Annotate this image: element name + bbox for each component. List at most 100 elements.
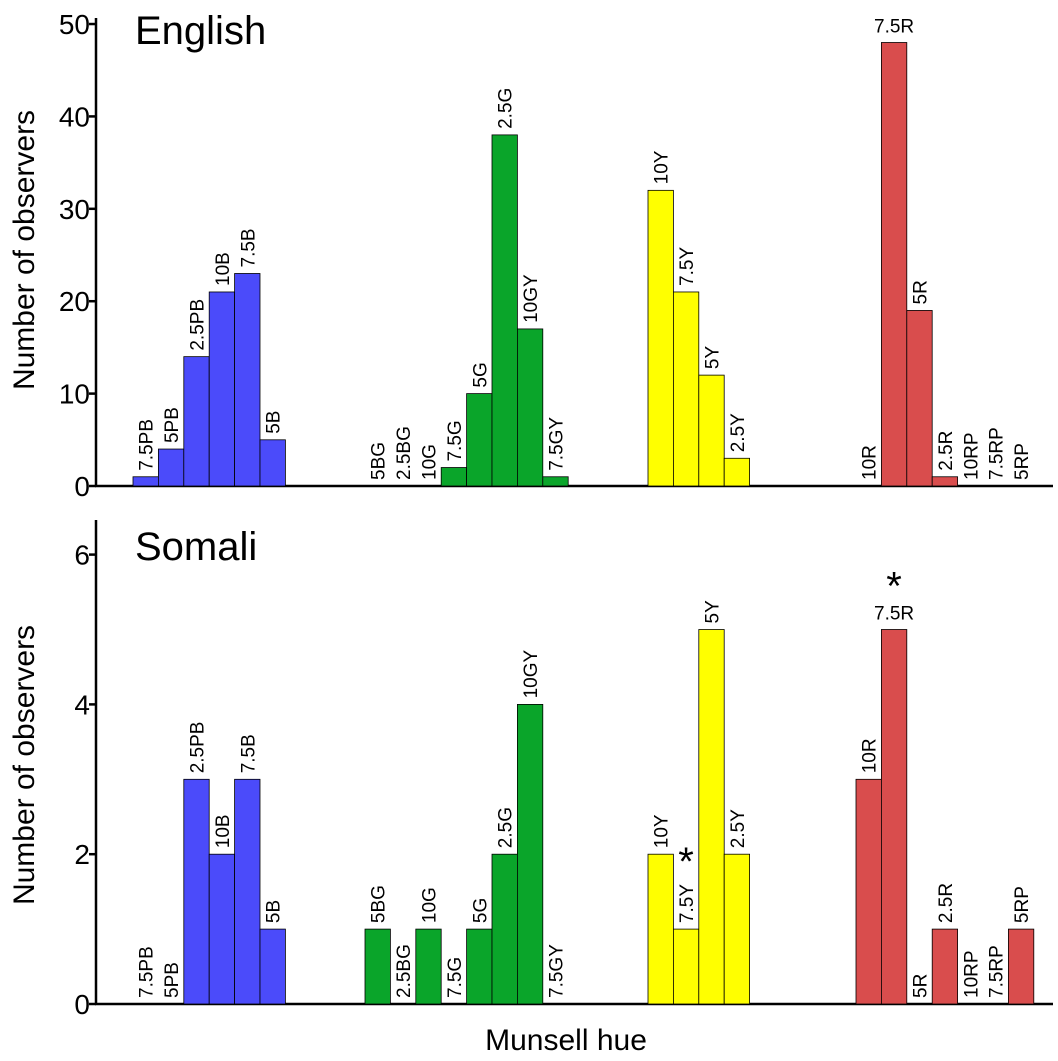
bar-label: 7.5RP	[987, 945, 1008, 998]
bar-label: 10B	[213, 814, 234, 848]
bar	[881, 42, 908, 487]
bar-label: 7.5Y	[677, 884, 698, 923]
bar-label: 7.5GY	[547, 417, 568, 471]
bar-label: 5Y	[703, 600, 724, 624]
bar	[723, 457, 751, 487]
bar	[673, 291, 700, 487]
bar-label: 2.5PB	[188, 722, 209, 774]
bar-label: 7.5Y	[677, 247, 698, 286]
bar-label: 2.5BG	[394, 426, 415, 480]
bar-label: 2.5G	[496, 807, 517, 848]
bar-label: 2.5PB	[188, 299, 209, 351]
bar	[542, 476, 569, 487]
significance-star: *	[678, 840, 694, 884]
somali-title: Somali	[135, 525, 257, 569]
y-tick-label: 40	[59, 101, 90, 132]
bar-label: 10Y	[652, 814, 673, 848]
bar-label: 7.5RP	[987, 427, 1008, 480]
bar-label: 7.5R	[874, 604, 914, 625]
bar	[517, 328, 544, 487]
bar	[234, 273, 261, 487]
bar-label: 5BG	[369, 885, 390, 923]
bar	[881, 629, 908, 1005]
bar-label: 2.5Y	[728, 413, 749, 452]
y-tick-label: 50	[59, 9, 90, 40]
bar-label: 2.5G	[496, 88, 517, 129]
bar-label: 2.5BG	[394, 944, 415, 998]
bar	[491, 853, 518, 1005]
bar-label: 10RP	[961, 432, 982, 480]
bar	[647, 189, 674, 487]
bar-label: 7.5G	[445, 420, 466, 461]
bar-label: 10RP	[961, 950, 982, 998]
bar-label: 10G	[420, 444, 441, 480]
bar-label: 5BG	[369, 442, 390, 480]
bar	[855, 778, 882, 1005]
bar-label: 10B	[213, 252, 234, 286]
somali-y-axis-label: Number of observers	[8, 625, 41, 905]
bar-label: 5B	[264, 900, 285, 923]
bar-label: 7.5GY	[547, 944, 568, 998]
y-tick-label: 0	[74, 989, 90, 1020]
bar	[234, 778, 261, 1005]
bar	[183, 356, 210, 487]
bar	[931, 476, 959, 487]
bar	[673, 928, 700, 1005]
bar	[491, 134, 518, 487]
english-title: English	[135, 9, 266, 53]
y-tick-label: 0	[74, 471, 90, 502]
bar	[517, 704, 544, 1005]
bar	[466, 928, 493, 1005]
bar	[647, 853, 674, 1005]
bar-label: 2.5Y	[728, 809, 749, 848]
bar	[466, 393, 493, 487]
bar	[931, 928, 959, 1005]
bar-label: 7.5PB	[137, 419, 158, 471]
bar-label: 7.5B	[238, 228, 259, 267]
bar-label: 5RP	[1012, 886, 1033, 923]
y-tick-label: 6	[74, 540, 90, 571]
bar-label: 7.5PB	[137, 946, 158, 998]
bar-label: 10G	[420, 887, 441, 923]
bar	[364, 928, 391, 1005]
bar-label: 5G	[470, 362, 491, 387]
bar-label: 5R	[911, 280, 932, 304]
bar	[208, 291, 235, 487]
y-tick-label: 20	[59, 286, 90, 317]
somali-panel: Somali Number of observers 0 2 4 6 7.5PB 5PB…	[8, 520, 1053, 1020]
bar-label: 5RP	[1012, 443, 1033, 480]
y-tick-label: 30	[59, 194, 90, 225]
bar-label: 10GY	[521, 649, 542, 698]
bar-label: 7.5G	[445, 957, 466, 998]
bar-label: 5PB	[162, 407, 183, 443]
y-tick-label: 2	[74, 839, 90, 870]
y-tick-label: 10	[59, 379, 90, 410]
bar	[208, 853, 235, 1005]
bar	[259, 439, 286, 487]
bar	[415, 928, 442, 1005]
bar-label: 7.5B	[238, 734, 259, 773]
bar	[723, 853, 751, 1005]
bar-label: 10GY	[521, 274, 542, 323]
english-y-axis-label: Number of observers	[8, 110, 41, 390]
english-panel: English Number of observers 01020304050 …	[8, 9, 1053, 502]
bar-label: 7.5R	[874, 17, 914, 38]
bar-label: 5PB	[162, 962, 183, 998]
bar-label: 5G	[470, 898, 491, 923]
bar-label: 5Y	[703, 346, 724, 370]
bar	[259, 928, 286, 1005]
bar-label: 5B	[264, 411, 285, 434]
bar	[183, 778, 210, 1005]
bar-label: 10Y	[652, 150, 673, 184]
x-axis-label: Munsell hue	[485, 1024, 647, 1057]
bar-label: 5R	[911, 974, 932, 998]
bar	[132, 476, 159, 487]
bar-label: 10R	[860, 738, 881, 773]
bar-label: 10R	[860, 445, 881, 480]
y-tick-label: 4	[74, 689, 90, 720]
bar	[157, 448, 185, 487]
bar	[906, 310, 933, 487]
bar	[698, 374, 725, 487]
bar	[698, 629, 725, 1005]
